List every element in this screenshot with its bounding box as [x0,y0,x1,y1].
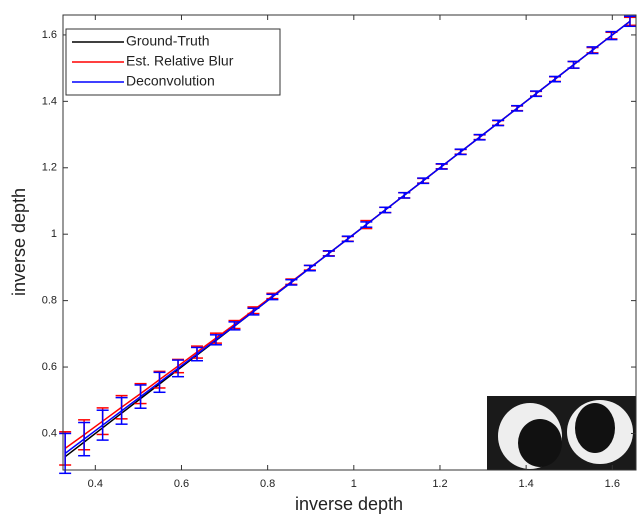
y-tick-label: 1.4 [42,95,57,107]
y-tick-label: 0.4 [42,427,57,439]
x-tick-label: 0.6 [174,478,189,490]
x-tick-label: 0.4 [88,478,103,490]
x-tick-label: 1.6 [605,478,620,490]
series-line [64,20,631,454]
legend-label: Ground-Truth [126,33,210,49]
legend-label: Deconvolution [126,73,215,89]
x-tick-label: 1.2 [432,478,447,490]
y-tick-label: 1.6 [42,29,57,41]
y-tick-label: 1.2 [42,162,57,174]
inset-image [487,396,636,470]
x-axis-label: inverse depth [295,494,403,514]
legend-label: Est. Relative Blur [126,53,234,69]
y-tick-label: 0.8 [42,295,57,307]
x-tick-label: 0.8 [260,478,275,490]
plot-frame [62,14,637,471]
inset-hole [575,403,615,453]
inset-hole [518,419,562,467]
x-tick-label: 1 [351,478,357,490]
y-axis-label: inverse depth [9,188,29,296]
y-tick-label: 0.6 [42,361,57,373]
y-tick-label: 1 [51,228,57,240]
x-tick-label: 1.4 [518,478,533,490]
